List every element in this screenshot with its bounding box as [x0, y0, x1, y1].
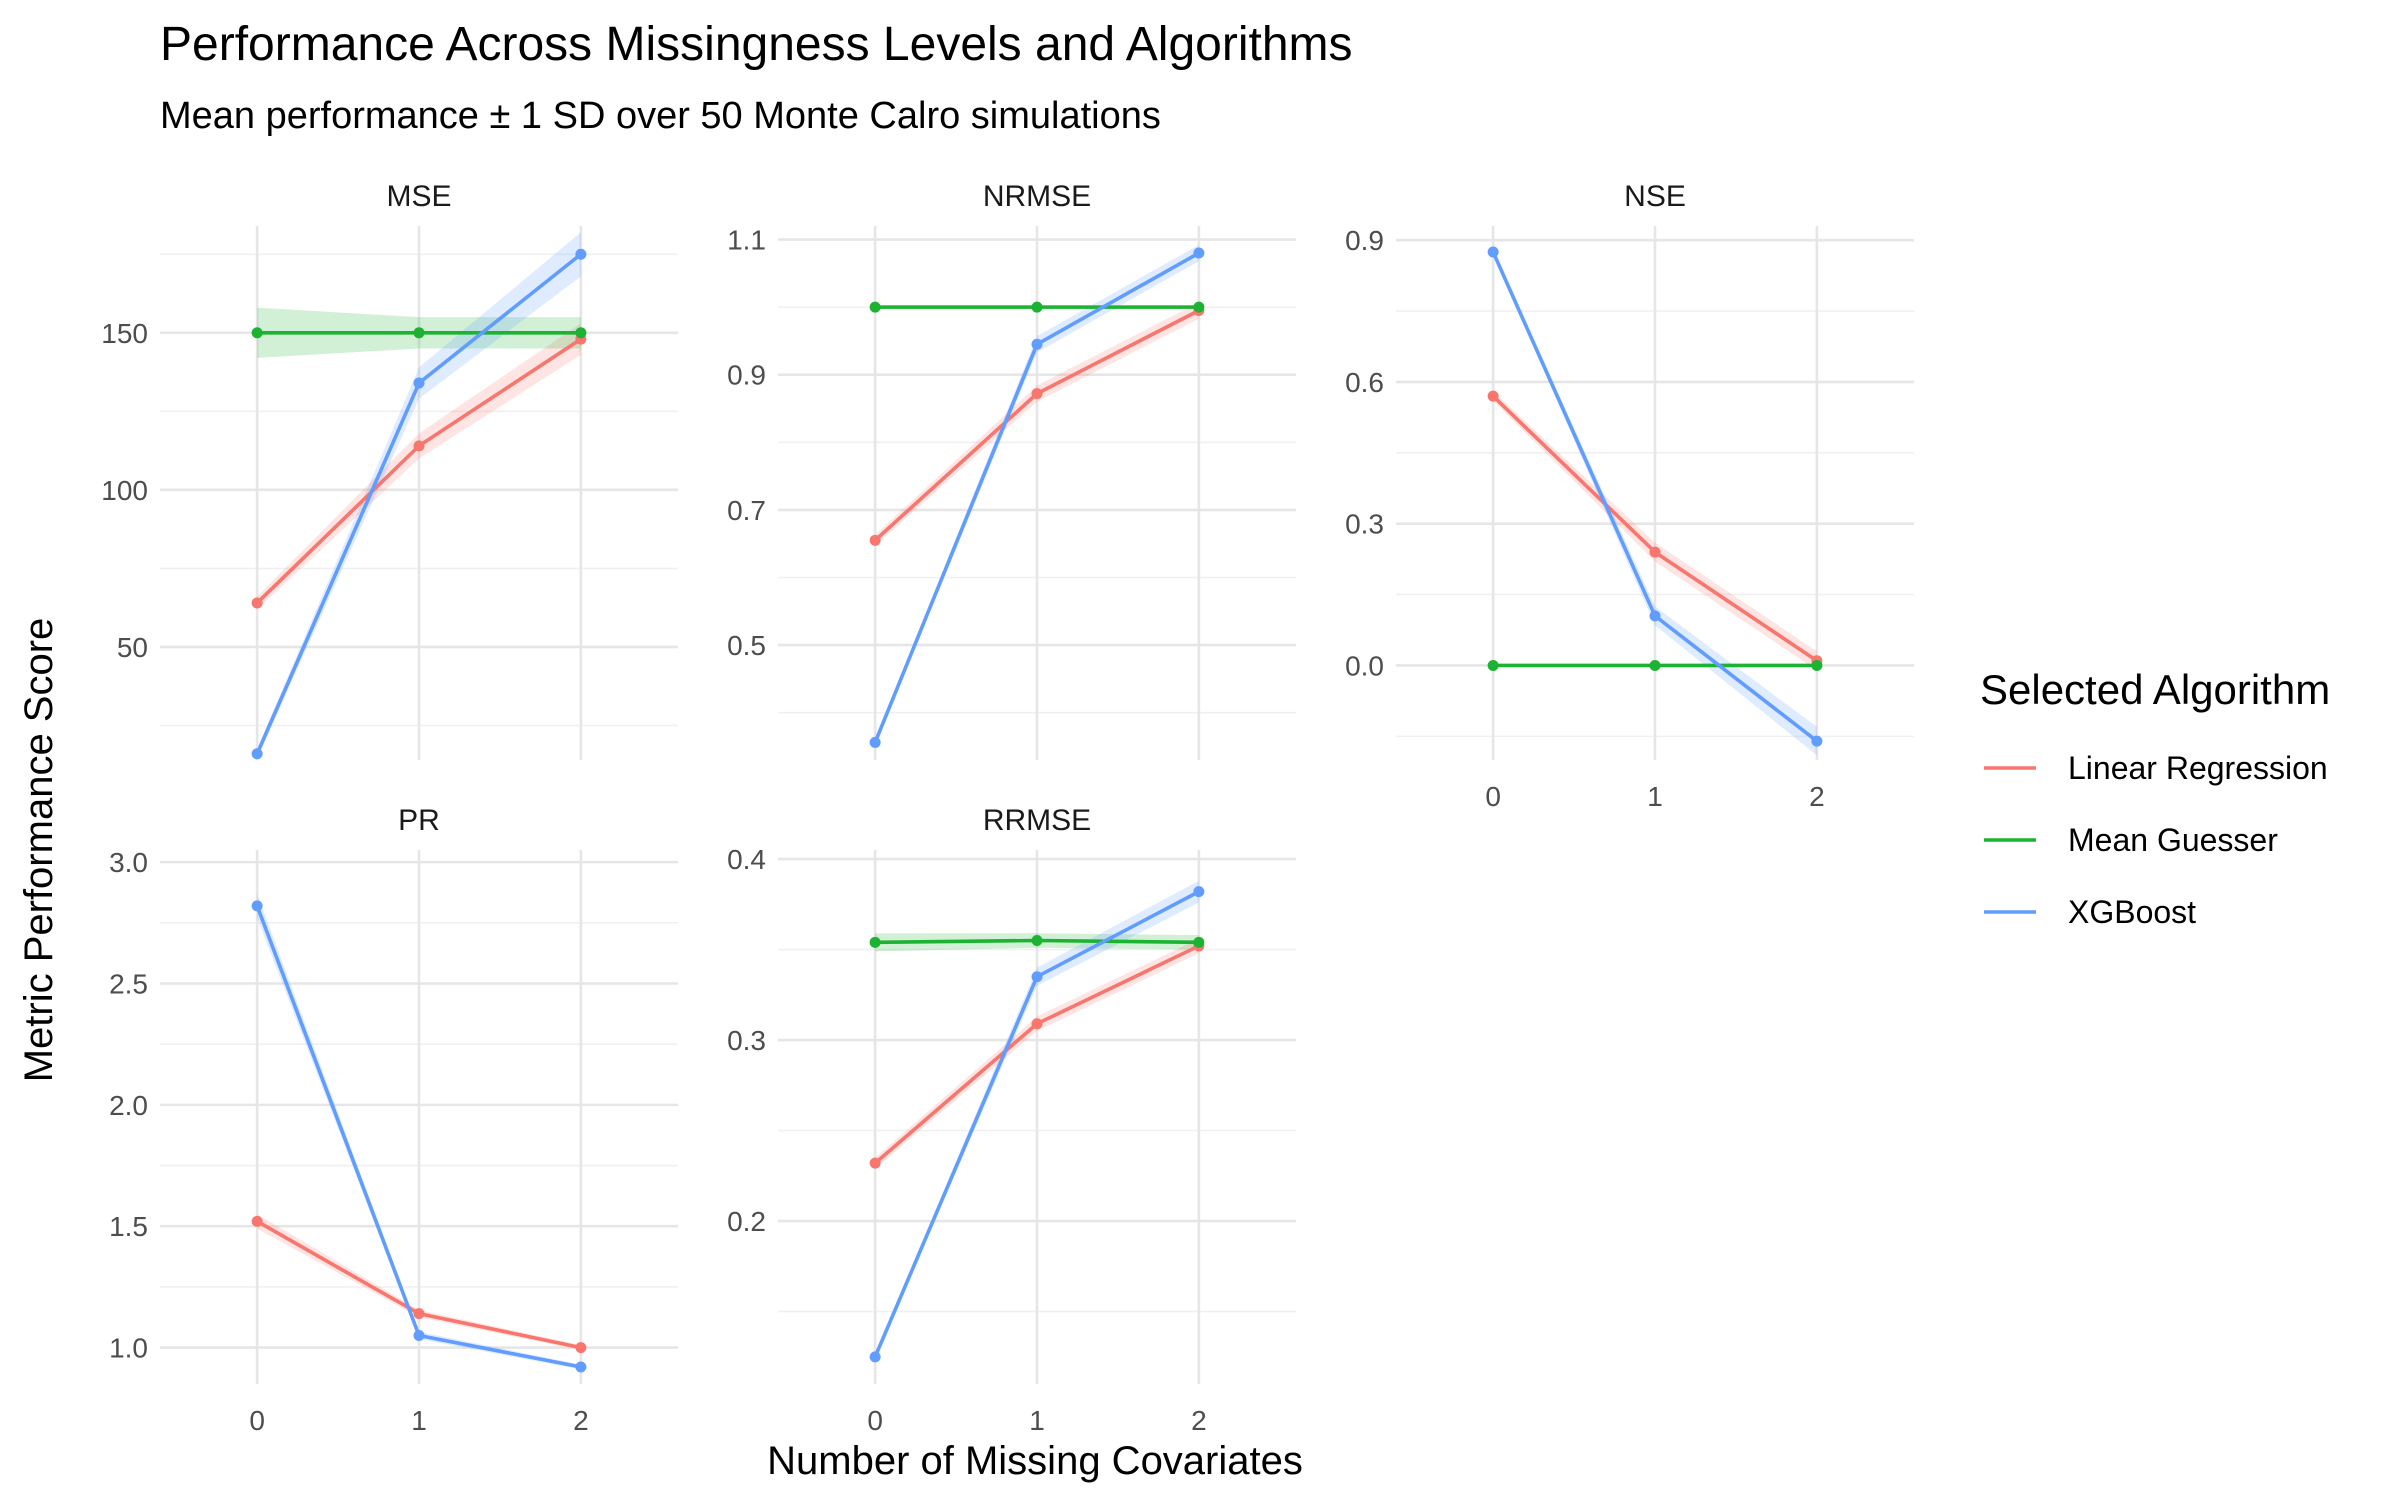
legend-label-xgboost: XGBoost: [2068, 894, 2196, 930]
data-point-mean-guesser: [1193, 936, 1205, 948]
y-tick-label: 1.0: [109, 1333, 148, 1364]
data-point-linear-regression: [413, 440, 425, 452]
x-tick-label: 1: [411, 1405, 427, 1436]
data-point-mean-guesser: [1193, 301, 1205, 313]
x-axis-title: Number of Missing Covariates: [767, 1439, 1303, 1483]
y-tick-label: 0.5: [727, 630, 766, 661]
data-point-xgboost: [1487, 246, 1499, 258]
chart-subtitle: Mean performance ± 1 SD over 50 Monte Ca…: [160, 95, 1161, 137]
data-point-mean-guesser: [413, 327, 425, 339]
y-tick-label: 100: [101, 475, 148, 506]
data-point-xgboost: [1031, 338, 1043, 350]
data-point-mean-guesser: [1811, 659, 1823, 671]
facet-label-pr: PR: [398, 804, 440, 837]
data-point-xgboost: [413, 377, 425, 389]
data-point-xgboost: [1811, 735, 1823, 747]
data-point-linear-regression: [251, 1215, 263, 1227]
data-point-mean-guesser: [869, 936, 881, 948]
x-tick-label: 1: [1029, 1405, 1045, 1436]
sd-ribbon-linear-regression: [1493, 391, 1817, 671]
y-tick-label: 0.7: [727, 495, 766, 526]
y-tick-label: 0.9: [727, 360, 766, 391]
data-point-mean-guesser: [1487, 659, 1499, 671]
facet-pr: PR 1.0 1.5 2.0 2.5 3.0 0 1 2: [109, 804, 678, 1436]
data-point-xgboost: [1649, 610, 1661, 622]
y-tick-label: 1.5: [109, 1211, 148, 1242]
data-point-linear-regression: [1031, 388, 1043, 400]
facet-nse: NSE 0.0 0.3 0.6 0.9 0 1 2: [1345, 180, 1914, 812]
chart-title: Performance Across Missingness Levels an…: [160, 18, 1353, 71]
facet-nrmse: NRMSE 0.5 0.7 0.9 1.1: [727, 180, 1296, 760]
legend-label-linear-regression: Linear Regression: [2068, 750, 2328, 786]
data-point-linear-regression: [869, 1157, 881, 1169]
sd-ribbon-xgboost: [1493, 249, 1817, 756]
facet-label-nse: NSE: [1624, 180, 1686, 213]
data-point-mean-guesser: [1031, 935, 1043, 947]
sd-ribbon-linear-regression: [257, 323, 581, 610]
x-tick-label: 0: [867, 1405, 883, 1436]
y-axis-title: Metric Performance Score: [17, 618, 61, 1083]
y-tick-label: 0.6: [1345, 367, 1384, 398]
data-point-linear-regression: [1649, 546, 1661, 558]
data-point-xgboost: [869, 736, 881, 748]
x-tick-label: 2: [1809, 781, 1825, 812]
data-point-mean-guesser: [251, 327, 263, 339]
data-point-linear-regression: [869, 534, 881, 546]
data-point-mean-guesser: [1031, 301, 1043, 313]
data-point-xgboost: [869, 1351, 881, 1363]
x-tick-label: 2: [573, 1405, 589, 1436]
data-point-xgboost: [251, 748, 263, 760]
legend: Selected Algorithm Linear Regression Mean…: [1980, 666, 2330, 930]
sd-ribbon-xgboost: [257, 232, 581, 759]
y-tick-label: 150: [101, 318, 148, 349]
data-point-xgboost: [251, 900, 263, 912]
data-point-linear-regression: [1031, 1018, 1043, 1030]
y-tick-label: 0.4: [727, 844, 766, 875]
y-tick-label: 1.1: [727, 225, 766, 256]
facet-label-rrmse: RRMSE: [983, 804, 1091, 837]
y-tick-label: 2.0: [109, 1090, 148, 1121]
data-point-xgboost: [1193, 247, 1205, 259]
y-tick-label: 0.3: [1345, 509, 1384, 540]
x-tick-label: 0: [249, 1405, 265, 1436]
y-tick-label: 0.9: [1345, 225, 1384, 256]
data-point-xgboost: [413, 1329, 425, 1341]
data-point-xgboost: [575, 248, 587, 260]
y-tick-label: 0.0: [1345, 650, 1384, 681]
legend-title: Selected Algorithm: [1980, 666, 2330, 713]
y-tick-label: 0.2: [727, 1206, 766, 1237]
data-point-linear-regression: [1487, 390, 1499, 402]
facet-label-nrmse: NRMSE: [983, 180, 1091, 213]
data-point-mean-guesser: [869, 301, 881, 313]
data-point-linear-regression: [251, 597, 263, 609]
facet-mse: MSE 50 100 150: [101, 180, 678, 760]
facet-rrmse: RRMSE 0.2 0.3 0.4 0 1 2: [727, 804, 1296, 1436]
x-tick-label: 2: [1191, 1405, 1207, 1436]
y-tick-label: 3.0: [109, 847, 148, 878]
y-tick-label: 2.5: [109, 969, 148, 1000]
x-tick-label: 0: [1485, 781, 1501, 812]
legend-label-mean-guesser: Mean Guesser: [2068, 822, 2278, 858]
data-point-mean-guesser: [575, 327, 587, 339]
data-point-xgboost: [1193, 886, 1205, 898]
y-tick-label: 0.3: [727, 1025, 766, 1056]
data-point-linear-regression: [413, 1308, 425, 1320]
facet-label-mse: MSE: [386, 180, 451, 213]
facet-panels: MSE50100150NRMSE0.50.70.91.1NSE0.00.30.6…: [101, 180, 1914, 1436]
x-tick-label: 1: [1647, 781, 1663, 812]
y-tick-label: 50: [117, 632, 148, 663]
data-point-xgboost: [1031, 971, 1043, 983]
data-point-linear-regression: [575, 1342, 587, 1354]
data-point-xgboost: [575, 1361, 587, 1373]
data-point-mean-guesser: [1649, 659, 1661, 671]
